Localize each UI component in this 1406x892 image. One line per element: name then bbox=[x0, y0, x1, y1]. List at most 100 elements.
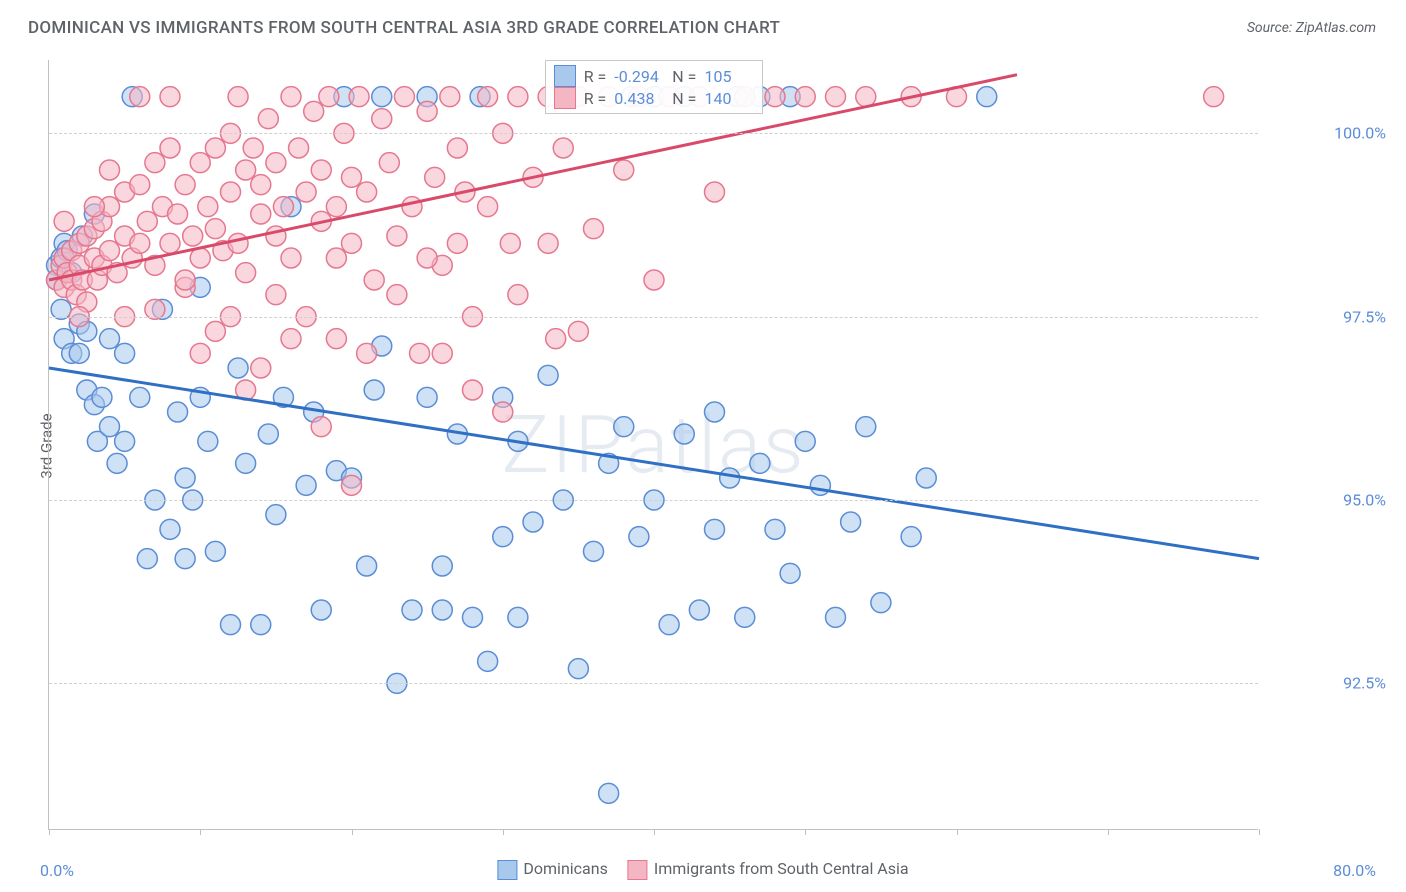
x-tick bbox=[49, 829, 50, 835]
scatter-point bbox=[402, 600, 422, 620]
scatter-point bbox=[296, 475, 316, 495]
scatter-point bbox=[447, 138, 467, 158]
scatter-point bbox=[311, 600, 331, 620]
stat-n-value: 105 bbox=[704, 67, 754, 86]
scatter-point bbox=[311, 160, 331, 180]
scatter-point bbox=[417, 101, 437, 121]
scatter-point bbox=[281, 329, 301, 349]
scatter-point bbox=[357, 556, 377, 576]
y-tick-label: 100.0% bbox=[1334, 124, 1386, 143]
scatter-point bbox=[236, 453, 256, 473]
scatter-point bbox=[198, 431, 218, 451]
scatter-point bbox=[463, 380, 483, 400]
scatter-point bbox=[266, 285, 286, 305]
scatter-point bbox=[137, 549, 157, 569]
scatter-point bbox=[266, 505, 286, 525]
stat-n-label: N = bbox=[672, 89, 696, 108]
scatter-point bbox=[198, 197, 218, 217]
scatter-point bbox=[145, 153, 165, 173]
x-tick bbox=[654, 829, 655, 835]
scatter-point bbox=[251, 175, 271, 195]
x-tick bbox=[957, 829, 958, 835]
source-label: Source: ZipAtlas.com bbox=[1247, 20, 1376, 36]
scatter-point bbox=[644, 270, 664, 290]
scatter-point bbox=[478, 197, 498, 217]
gridline bbox=[49, 683, 1258, 684]
y-tick-label: 97.5% bbox=[1343, 307, 1386, 326]
scatter-point bbox=[100, 329, 120, 349]
scatter-point bbox=[115, 343, 135, 363]
scatter-point bbox=[705, 182, 725, 202]
scatter-point bbox=[175, 468, 195, 488]
scatter-point bbox=[243, 138, 263, 158]
scatter-point bbox=[826, 87, 846, 107]
scatter-point bbox=[190, 153, 210, 173]
scatter-point bbox=[659, 615, 679, 635]
stat-r-value: 0.438 bbox=[614, 89, 664, 108]
scatter-point bbox=[160, 233, 180, 253]
scatter-point bbox=[364, 380, 384, 400]
stats-swatch bbox=[554, 87, 576, 109]
scatter-point bbox=[92, 387, 112, 407]
scatter-point bbox=[273, 197, 293, 217]
stats-row: R =-0.294N =105 bbox=[554, 65, 755, 87]
scatter-point bbox=[372, 87, 392, 107]
scatter-point bbox=[705, 402, 725, 422]
scatter-point bbox=[417, 387, 437, 407]
scatter-point bbox=[387, 285, 407, 305]
scatter-point bbox=[183, 226, 203, 246]
scatter-point bbox=[425, 167, 445, 187]
scatter-point bbox=[568, 321, 588, 341]
scatter-point bbox=[221, 182, 241, 202]
scatter-point bbox=[735, 607, 755, 627]
scatter-point bbox=[417, 248, 437, 268]
scatter-point bbox=[160, 138, 180, 158]
scatter-point bbox=[175, 175, 195, 195]
scatter-point bbox=[493, 527, 513, 547]
x-axis-max-label: 80.0% bbox=[1333, 861, 1376, 880]
scatter-point bbox=[130, 387, 150, 407]
x-tick bbox=[805, 829, 806, 835]
legend-label: Immigrants from South Central Asia bbox=[654, 859, 909, 878]
stat-r-value: -0.294 bbox=[614, 67, 664, 86]
scatter-point bbox=[568, 659, 588, 679]
scatter-point bbox=[508, 87, 528, 107]
scatter-point bbox=[826, 607, 846, 627]
scatter-point bbox=[84, 197, 104, 217]
scatter-point bbox=[357, 343, 377, 363]
scatter-point bbox=[856, 87, 876, 107]
stats-row: R =0.438N =140 bbox=[554, 87, 755, 109]
scatter-point bbox=[175, 270, 195, 290]
scatter-point bbox=[553, 138, 573, 158]
stat-n-label: N = bbox=[672, 67, 696, 86]
scatter-point bbox=[432, 600, 452, 620]
scatter-point bbox=[100, 417, 120, 437]
scatter-point bbox=[629, 527, 649, 547]
scatter-point bbox=[508, 607, 528, 627]
scatter-point bbox=[674, 424, 694, 444]
scatter-point bbox=[810, 475, 830, 495]
scatter-point bbox=[1204, 87, 1224, 107]
scatter-point bbox=[205, 541, 225, 561]
scatter-point bbox=[319, 87, 339, 107]
scatter-point bbox=[281, 87, 301, 107]
scatter-point bbox=[478, 651, 498, 671]
scatter-point bbox=[364, 270, 384, 290]
scatter-point bbox=[342, 233, 362, 253]
scatter-point bbox=[160, 519, 180, 539]
gridline bbox=[49, 500, 1258, 501]
x-tick bbox=[200, 829, 201, 835]
scatter-point bbox=[326, 329, 346, 349]
scatter-point bbox=[538, 365, 558, 385]
gridline bbox=[49, 317, 1258, 318]
y-tick-label: 95.0% bbox=[1343, 491, 1386, 510]
trend-line bbox=[49, 75, 1017, 280]
scatter-point bbox=[107, 453, 127, 473]
x-tick bbox=[352, 829, 353, 835]
scatter-point bbox=[750, 453, 770, 473]
scatter-point bbox=[304, 101, 324, 121]
scatter-point bbox=[432, 343, 452, 363]
scatter-point bbox=[205, 321, 225, 341]
legend-swatch bbox=[628, 860, 648, 880]
scatter-point bbox=[720, 468, 740, 488]
